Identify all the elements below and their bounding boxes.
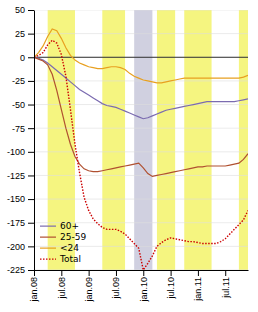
legend-label: Total — [59, 254, 81, 264]
y-tick-mark — [28, 128, 34, 129]
x-tick-mark — [116, 270, 117, 276]
marks — [34, 10, 248, 270]
grid-line — [34, 33, 248, 34]
y-tick-label: -125 — [7, 171, 25, 181]
x-tick: jul.10 — [166, 270, 176, 300]
y-tick: 0 — [20, 53, 34, 63]
series-line — [34, 40, 248, 270]
grid-line — [34, 175, 248, 176]
y-tick-label: -50 — [12, 100, 25, 110]
legend: 60+25-59<24Total — [40, 221, 86, 264]
y-tick-mark — [28, 10, 34, 11]
y-tick-label: -25 — [12, 76, 25, 86]
x-tick: jan.09 — [84, 270, 94, 303]
legend-label: 60+ — [60, 221, 79, 231]
y-tick-mark — [28, 199, 34, 200]
legend-label: <24 — [60, 243, 79, 253]
x-tick: jan.08 — [29, 270, 39, 303]
legend-swatch — [40, 237, 56, 238]
legend-swatch — [40, 258, 56, 259]
grid-line — [34, 104, 248, 105]
legend-swatch — [40, 226, 56, 227]
legend-item: 25-59 — [40, 232, 86, 242]
y-tick-mark — [28, 57, 34, 58]
y-tick: -25 — [12, 76, 34, 86]
y-tick-mark — [28, 81, 34, 82]
grid-line — [34, 57, 248, 58]
x-tick: jan.10 — [139, 270, 149, 303]
x-tick-label: jan.11 — [193, 277, 203, 302]
y-tick-label: 50 — [15, 5, 25, 15]
x-tick-mark — [171, 270, 172, 276]
y-tick: -225 — [7, 265, 34, 275]
y-tick: -175 — [7, 218, 34, 228]
y-tick-mark — [28, 152, 34, 153]
y-tick: -75 — [12, 124, 34, 134]
y-tick: -150 — [7, 194, 34, 204]
grid-line — [34, 270, 248, 271]
x-tick-mark — [34, 270, 35, 276]
y-tick-label: -100 — [7, 147, 25, 157]
band — [134, 10, 152, 270]
x-tick-label: jan.10 — [139, 277, 149, 303]
legend-item: Total — [40, 254, 81, 264]
y-tick: -200 — [7, 242, 34, 252]
x-tick-label: jul.11 — [221, 277, 231, 299]
y-tick: 50 — [15, 5, 34, 15]
y-tick-mark — [28, 223, 34, 224]
band — [157, 10, 175, 270]
x-tick-label: jan.09 — [84, 277, 94, 303]
plot: -225 -200 -175 -150 -125 -100 -75 -50 -25 0 25 50 ja… — [7, 5, 253, 302]
reference-line — [34, 57, 248, 58]
x-tick-mark — [89, 270, 90, 276]
y-tick-label: -225 — [7, 265, 25, 275]
y-tick: -50 — [12, 100, 34, 110]
x-tick-label: jul.10 — [166, 277, 176, 300]
x-tick-label: jan.08 — [29, 277, 39, 303]
y-tick-label: -150 — [7, 194, 25, 204]
legend-swatch — [40, 248, 56, 249]
x-tick: jul.09 — [111, 270, 121, 300]
band — [239, 10, 248, 270]
y-tick-label: -75 — [12, 124, 25, 134]
y-tick-mark — [28, 105, 34, 106]
chart: -225 -200 -175 -150 -125 -100 -75 -50 -25 0 25 50 ja… — [0, 0, 258, 312]
x-axis: jan.08 jul.08 jan.09 jul.09 jan.10 jul.10 jan.… — [29, 270, 248, 303]
series-line — [34, 57, 248, 176]
x-tick: jan.11 — [193, 270, 203, 302]
x-tick-mark — [61, 270, 62, 276]
x-tick-label: jul.09 — [111, 277, 121, 300]
y-axis-line — [34, 11, 35, 271]
grid-line — [34, 199, 248, 200]
y-tick-label: -200 — [7, 242, 25, 252]
x-axis-line — [35, 270, 249, 271]
y-tick: 25 — [15, 29, 34, 39]
y-tick-label: -175 — [7, 218, 25, 228]
band — [184, 10, 211, 270]
y-tick-mark — [28, 246, 34, 247]
y-tick: -100 — [7, 147, 34, 157]
x-tick: jul.11 — [221, 270, 231, 299]
y-tick-mark — [28, 34, 34, 35]
y-tick-label: 25 — [15, 29, 25, 39]
y-tick-mark — [28, 270, 34, 271]
x-tick-mark — [143, 270, 144, 276]
band — [102, 10, 125, 270]
x-tick-mark — [198, 270, 199, 276]
y-tick-mark — [28, 175, 34, 176]
legend-item: <24 — [40, 243, 79, 253]
x-tick-mark — [225, 270, 226, 276]
series-line — [34, 57, 248, 118]
x-tick: jul.08 — [57, 270, 67, 300]
y-tick: -125 — [7, 171, 34, 181]
x-tick-label: jul.08 — [57, 277, 67, 300]
grid-line — [34, 151, 248, 152]
y-tick-label: 0 — [20, 53, 25, 63]
grid-line — [34, 10, 248, 11]
y-axis: -225 -200 -175 -150 -125 -100 -75 -50 -25 0 25 50 — [7, 5, 35, 275]
legend-label: 25-59 — [60, 232, 86, 242]
legend-item: 60+ — [40, 221, 79, 231]
